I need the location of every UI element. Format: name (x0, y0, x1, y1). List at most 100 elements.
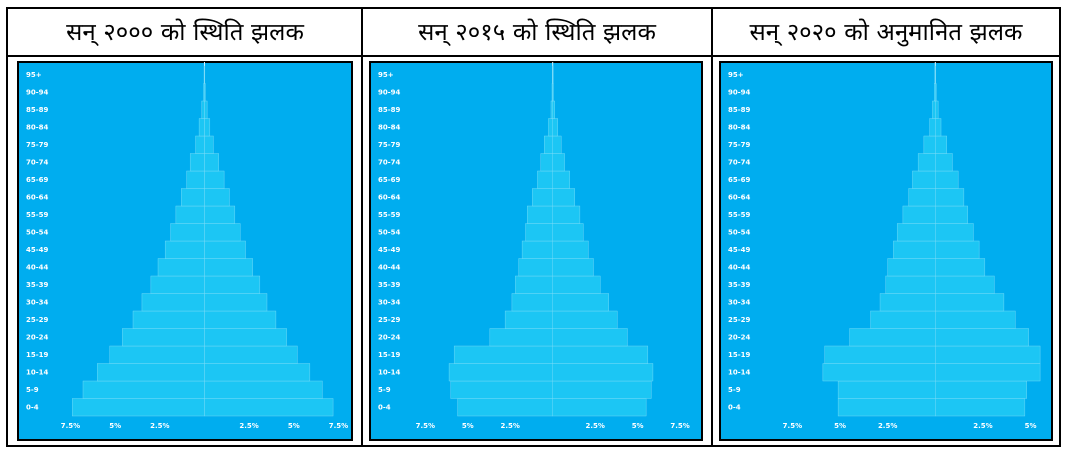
population-bar (521, 240, 553, 259)
population-bar (822, 363, 936, 382)
population-bar (504, 310, 553, 329)
age-label: 15-19 (378, 351, 401, 359)
population-bar (204, 398, 334, 417)
x-tick-label: 2.5% (239, 422, 258, 430)
population-bar (141, 293, 205, 312)
population-bar (525, 223, 553, 242)
age-label: 0-4 (378, 403, 391, 411)
age-label: 45-49 (728, 246, 751, 254)
age-label: 10-14 (26, 368, 49, 376)
x-tick-label: 5% (632, 422, 644, 430)
population-bar (204, 293, 268, 312)
x-tick-label: 7.5% (329, 422, 348, 430)
population-bar (122, 328, 205, 347)
population-bar (204, 223, 241, 242)
population-bar (527, 205, 553, 224)
age-label: 30-34 (728, 298, 751, 306)
age-label: 45-49 (26, 246, 49, 254)
population-bar (532, 188, 553, 207)
population-bar (518, 258, 553, 277)
population-bar (453, 345, 553, 364)
age-label: 95+ (26, 71, 42, 79)
population-bar (175, 205, 205, 224)
age-label: 55-59 (26, 211, 49, 219)
population-bar (204, 188, 230, 207)
age-label: 40-44 (26, 263, 49, 271)
population-bar (552, 363, 654, 382)
population-bar (204, 83, 206, 102)
age-label: 75-79 (26, 141, 49, 149)
x-tick-label: 5% (462, 422, 474, 430)
age-label: 80-84 (728, 123, 751, 131)
population-bar (204, 205, 236, 224)
population-bar (870, 310, 936, 329)
x-tick-label: 2.5% (585, 422, 604, 430)
population-bar (929, 118, 936, 137)
population-bar (837, 398, 936, 417)
age-label: 5-9 (26, 386, 39, 394)
population-bar (552, 275, 601, 294)
population-bar (552, 293, 609, 312)
population-bar (204, 363, 311, 382)
age-label: 25-29 (26, 316, 49, 324)
age-label: 65-69 (378, 176, 401, 184)
population-bar (896, 223, 936, 242)
population-bar (170, 223, 205, 242)
population-bar (552, 380, 652, 399)
age-label: 50-54 (728, 228, 751, 236)
population-bar (917, 153, 936, 172)
x-tick-label: 2.5% (878, 422, 897, 430)
population-bar (450, 380, 553, 399)
panel-title: सन् २००० को स्थिति झलक (66, 18, 304, 47)
age-label: 90-94 (378, 88, 401, 96)
age-label: 0-4 (728, 403, 741, 411)
population-bar (204, 100, 208, 119)
population-bar (935, 310, 1016, 329)
population-bar (893, 240, 936, 259)
age-label: 0-4 (26, 403, 39, 411)
population-bar (935, 293, 1005, 312)
population-bar (935, 223, 974, 242)
panel-title: सन् २०१५ को स्थिति झलक (418, 18, 656, 47)
population-bar (552, 310, 618, 329)
population-bar (97, 363, 205, 382)
age-label: 85-89 (378, 106, 401, 114)
population-bar (935, 258, 986, 277)
age-label: 75-79 (728, 141, 751, 149)
population-bar (935, 118, 942, 137)
population-bar (935, 100, 939, 119)
age-label: 15-19 (26, 351, 49, 359)
age-label: 70-74 (728, 158, 751, 166)
x-tick-label: 5% (288, 422, 300, 430)
age-label: 80-84 (378, 123, 401, 131)
population-bar (935, 398, 1026, 417)
x-tick-label: 7.5% (783, 422, 802, 430)
population-bar (935, 328, 1029, 347)
population-bar (201, 100, 205, 119)
population-bar (204, 328, 287, 347)
population-bar (935, 83, 937, 102)
population-bar (157, 258, 205, 277)
age-label: 90-94 (26, 88, 49, 96)
population-bar (552, 223, 584, 242)
outer-border (6, 7, 1061, 447)
population-bar (164, 240, 205, 259)
population-bar (887, 258, 936, 277)
age-label: 5-9 (378, 386, 391, 394)
population-bar (552, 398, 647, 417)
age-label: 60-64 (728, 193, 751, 201)
population-bar (204, 258, 253, 277)
population-bar (511, 293, 553, 312)
population-bar (204, 153, 219, 172)
age-label: 35-39 (728, 281, 751, 289)
population-bar (552, 328, 628, 347)
age-label: 10-14 (378, 368, 401, 376)
population-bar (198, 118, 205, 137)
age-label: 20-24 (728, 333, 751, 341)
age-label: 45-49 (378, 246, 401, 254)
x-tick-label: 5% (1025, 422, 1037, 430)
age-label: 15-19 (728, 351, 751, 359)
age-label: 35-39 (26, 281, 49, 289)
age-label: 80-84 (26, 123, 49, 131)
population-bar (72, 398, 205, 417)
